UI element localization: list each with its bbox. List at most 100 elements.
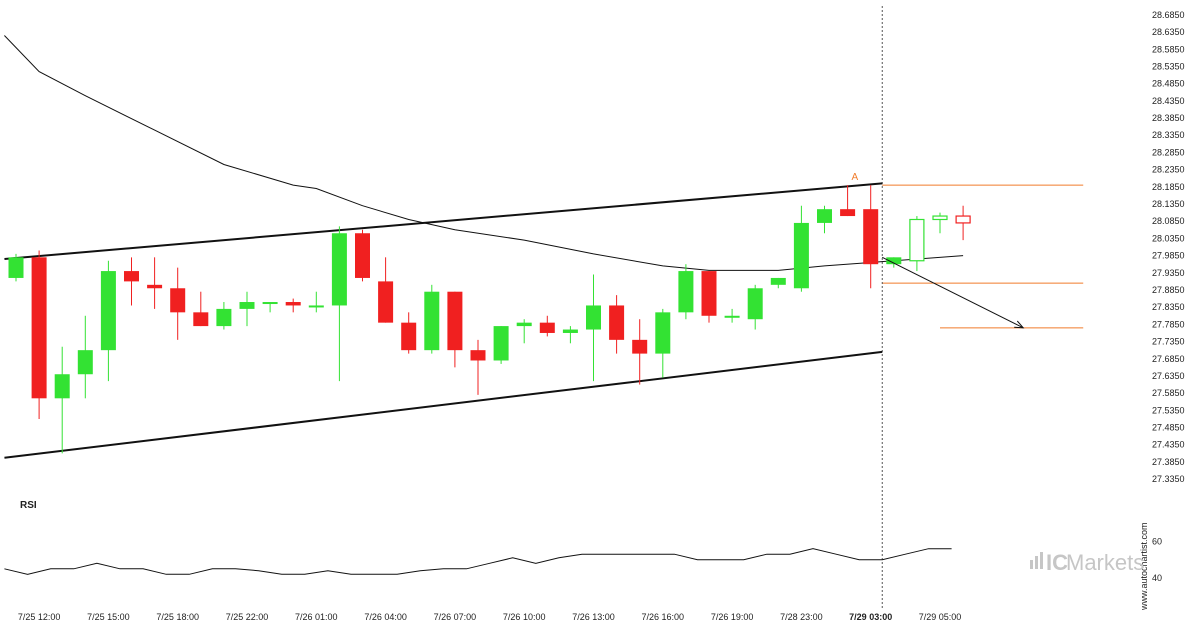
candle — [655, 308, 671, 378]
candle — [355, 229, 370, 282]
candle — [770, 277, 786, 289]
price-tick-label: 28.6350 — [1152, 27, 1185, 37]
candle-body — [609, 305, 625, 340]
price-tick-label: 27.3350 — [1152, 474, 1185, 484]
candle-body — [8, 257, 24, 278]
candle — [124, 257, 139, 306]
candle-body — [31, 257, 47, 399]
key-levels — [881, 6, 1084, 610]
price-tick-label: 28.4350 — [1152, 96, 1185, 106]
site-watermark: www.autochartist.com — [1139, 522, 1149, 611]
candle — [539, 315, 555, 337]
candle — [840, 185, 856, 217]
candle-body — [378, 281, 394, 323]
price-tick-label: 28.6850 — [1152, 10, 1185, 20]
candle — [331, 226, 347, 382]
candle — [262, 302, 278, 313]
pattern-point-label: A — [852, 172, 859, 183]
time-tick-label: 7/25 22:00 — [226, 612, 269, 622]
candle-body — [77, 350, 93, 375]
candle-body — [516, 322, 532, 327]
candle — [701, 271, 717, 323]
projected-candle — [955, 205, 971, 241]
price-tick-label: 27.4350 — [1152, 440, 1185, 450]
forecast-arrow-head — [1014, 320, 1025, 329]
time-tick-label: 7/26 04:00 — [364, 612, 407, 622]
channel-upper-line — [4, 182, 883, 261]
price-tick-label: 28.4850 — [1152, 79, 1185, 89]
price-tick-label: 27.7850 — [1152, 319, 1185, 329]
candle — [609, 295, 625, 354]
projected-candle-body — [932, 215, 948, 221]
candle — [817, 205, 832, 234]
candle-body — [586, 305, 601, 330]
candle — [193, 291, 209, 327]
candle — [378, 257, 394, 323]
price-tick-label: 27.5350 — [1152, 405, 1185, 415]
candle — [793, 205, 809, 292]
projected-candle — [909, 216, 925, 272]
candle — [54, 346, 70, 454]
moving-average — [4, 35, 964, 271]
candle-body — [100, 271, 116, 351]
price-tick-label: 28.0850 — [1152, 216, 1185, 226]
candle — [724, 308, 740, 323]
candle — [424, 284, 440, 354]
price-axis: 28.6850 28.6350 28.5850 28.5350 28.4850 28.43… — [1152, 10, 1185, 484]
price-tick-label: 27.7350 — [1152, 337, 1185, 347]
price-tick-label: 28.1350 — [1152, 199, 1185, 209]
rsi-line — [4, 548, 952, 575]
price-tick-label: 28.3350 — [1152, 130, 1185, 140]
candle-body — [886, 257, 902, 265]
candle-body — [401, 322, 417, 351]
candle — [562, 326, 578, 344]
candle-body — [539, 322, 555, 333]
candle-body — [747, 288, 763, 320]
candle-body — [285, 302, 301, 306]
channel-lower-line — [4, 350, 883, 459]
candle-body — [308, 305, 324, 308]
candle — [77, 315, 93, 399]
price-tick-label: 27.6850 — [1152, 354, 1185, 364]
price-tick-label: 28.2850 — [1152, 147, 1185, 157]
candle — [493, 326, 509, 364]
trend-channel — [4, 182, 883, 459]
price-tick-label: 28.3850 — [1152, 113, 1185, 123]
rsi-title: RSI — [20, 500, 37, 511]
rsi-tick-label: 60 — [1152, 536, 1162, 546]
rsi-panel: RSI 60 40 — [4, 500, 1162, 583]
time-tick-label: 7/29 05:00 — [919, 612, 962, 622]
candle — [31, 250, 47, 419]
candle-body — [701, 271, 717, 316]
candle — [678, 264, 694, 320]
price-tick-label: 27.9350 — [1152, 268, 1185, 278]
brand-suffix: Markets — [1066, 550, 1144, 575]
brand-bar-icon — [1030, 560, 1033, 569]
time-axis: 7/25 12:00 7/25 15:00 7/25 18:00 7/25 22:00… — [18, 612, 961, 622]
candle — [170, 267, 186, 340]
candle-body — [54, 374, 70, 399]
candle-body — [655, 312, 671, 354]
candle-body — [562, 329, 578, 333]
price-tick-label: 28.5850 — [1152, 44, 1185, 54]
candle-body — [355, 233, 370, 278]
projected-candle — [932, 212, 948, 234]
forecast-arrow-line — [882, 256, 1024, 329]
moving-average-line — [4, 35, 964, 271]
time-tick-label: 7/26 01:00 — [295, 612, 338, 622]
candle-body — [817, 209, 832, 223]
candle-body — [216, 308, 232, 327]
time-tick-label: 7/26 19:00 — [711, 612, 754, 622]
candle-body — [447, 291, 463, 351]
projected-candles — [909, 205, 971, 272]
candle-body — [170, 288, 186, 313]
candle-body — [863, 209, 879, 265]
candle-body — [193, 312, 209, 327]
candle — [516, 319, 532, 344]
candle-body — [124, 271, 139, 282]
time-tick-label: 7/25 15:00 — [87, 612, 130, 622]
time-tick-label: 7/25 12:00 — [18, 612, 61, 622]
candle-body — [678, 271, 694, 313]
price-tick-label: 27.8350 — [1152, 302, 1185, 312]
